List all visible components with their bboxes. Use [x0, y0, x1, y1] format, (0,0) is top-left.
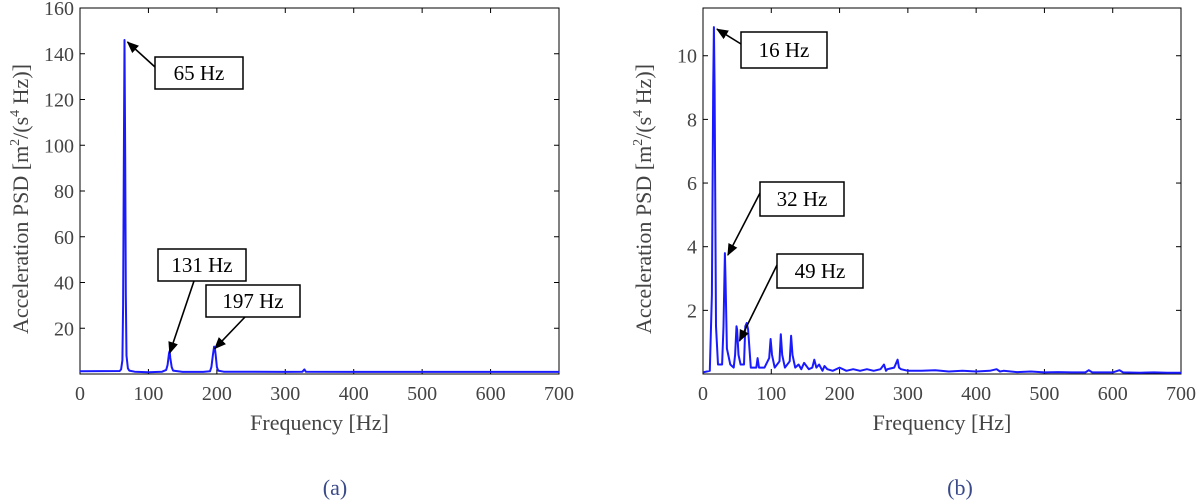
annotation-label: 197 Hz	[222, 289, 283, 313]
annotation-arrow	[727, 192, 761, 256]
annotation-box	[157, 248, 247, 282]
chart-panel-b: 0 100 200 300 400 500 600 700 2 4 6 8 10 Frequency [H…	[631, 7, 1196, 500]
y-tick-label: 6	[687, 173, 697, 195]
y-tick-label: 2	[687, 300, 697, 322]
y-axis-label-part: Hz)]	[631, 64, 656, 110]
plot-frame	[79, 7, 560, 375]
annotation-arrow	[738, 264, 778, 342]
annotation-arrow	[168, 280, 195, 355]
x-tick-label: 600	[476, 383, 506, 405]
x-axis-label: Frequency [Hz]	[250, 410, 389, 435]
x-tick-label: 0	[75, 383, 85, 405]
x-tick-label: 300	[270, 383, 300, 405]
annotation-label: 131 Hz	[171, 253, 232, 277]
series-line	[79, 39, 559, 374]
x-tick-label: 500	[1029, 383, 1059, 405]
annotation-label: 16 Hz	[759, 38, 810, 62]
peak-annotation: 16 Hz	[716, 28, 828, 69]
annotation-arrow	[126, 41, 156, 68]
y-tick-label: 100	[44, 135, 74, 157]
y-axis-label-part: Acceleration PSD [m	[8, 146, 33, 334]
annotation-label: 49 Hz	[795, 259, 846, 283]
y-tick-label: 140	[44, 44, 74, 66]
series-line	[702, 26, 1181, 374]
x-tick-label: 300	[893, 383, 923, 405]
y-tick-label: 10	[677, 46, 697, 68]
peak-annotation: 131 Hz	[157, 248, 247, 355]
y-tick-label: 4	[687, 237, 697, 259]
chart-panel-a: 0 100 200 300 400 500 600 700 20 40 60 80 100 120 140 1…	[8, 0, 574, 500]
x-tick-label: 700	[1166, 383, 1196, 405]
annotation-box	[740, 31, 828, 69]
annotation-box	[776, 253, 864, 289]
x-tick-label: 400	[961, 383, 991, 405]
peak-annotation: 65 Hz	[126, 41, 244, 90]
y-tick-label: 80	[54, 181, 74, 203]
peak-annotation: 197 Hz	[205, 284, 301, 350]
y-tick-label: 60	[54, 227, 74, 249]
y-tick-label: 160	[44, 0, 74, 20]
peak-annotation: 49 Hz	[738, 253, 864, 342]
y-tick-label: 20	[54, 318, 74, 340]
y-axis-label: Acceleration PSD [m2/(s4 Hz)]	[631, 64, 656, 334]
x-tick-label: 700	[544, 383, 574, 405]
y-axis-label-part: Hz)]	[8, 64, 33, 110]
x-tick-label: 200	[202, 383, 232, 405]
annotation-label: 65 Hz	[174, 61, 225, 85]
x-tick-label: 200	[825, 383, 855, 405]
y-axis-label-sup: 4	[631, 110, 646, 117]
x-axis-label: Frequency [Hz]	[873, 410, 1012, 435]
annotation-box	[759, 181, 845, 217]
y-axis-label-part: /(s	[631, 117, 656, 139]
y-axis-label-part: /(s	[8, 117, 33, 139]
x-tick-label: 100	[133, 383, 163, 405]
panel-caption: (a)	[323, 475, 347, 500]
panel-caption: (b)	[947, 475, 973, 500]
y-axis-label-sup: 4	[8, 110, 23, 117]
x-tick-label: 400	[339, 383, 369, 405]
y-axis-label-sup: 2	[8, 139, 23, 146]
annotation-arrow	[716, 28, 742, 45]
x-tick-label: 100	[756, 383, 786, 405]
x-tick-label: 0	[698, 383, 708, 405]
annotation-arrow	[214, 316, 246, 350]
annotation-box	[154, 56, 244, 90]
y-axis-label: Acceleration PSD [m2/(s4 Hz)]	[8, 64, 33, 334]
peak-annotation: 32 Hz	[727, 181, 845, 256]
plot-frame	[702, 7, 1182, 375]
annotation-box	[205, 284, 301, 318]
y-axis-label-part: Acceleration PSD [m	[631, 146, 656, 334]
x-tick-label: 500	[407, 383, 437, 405]
y-axis-label-sup: 2	[631, 139, 646, 146]
y-tick-label: 120	[44, 90, 74, 112]
y-tick-label: 8	[687, 109, 697, 131]
x-tick-label: 600	[1098, 383, 1128, 405]
y-tick-label: 40	[54, 273, 74, 295]
annotation-label: 32 Hz	[777, 187, 828, 211]
